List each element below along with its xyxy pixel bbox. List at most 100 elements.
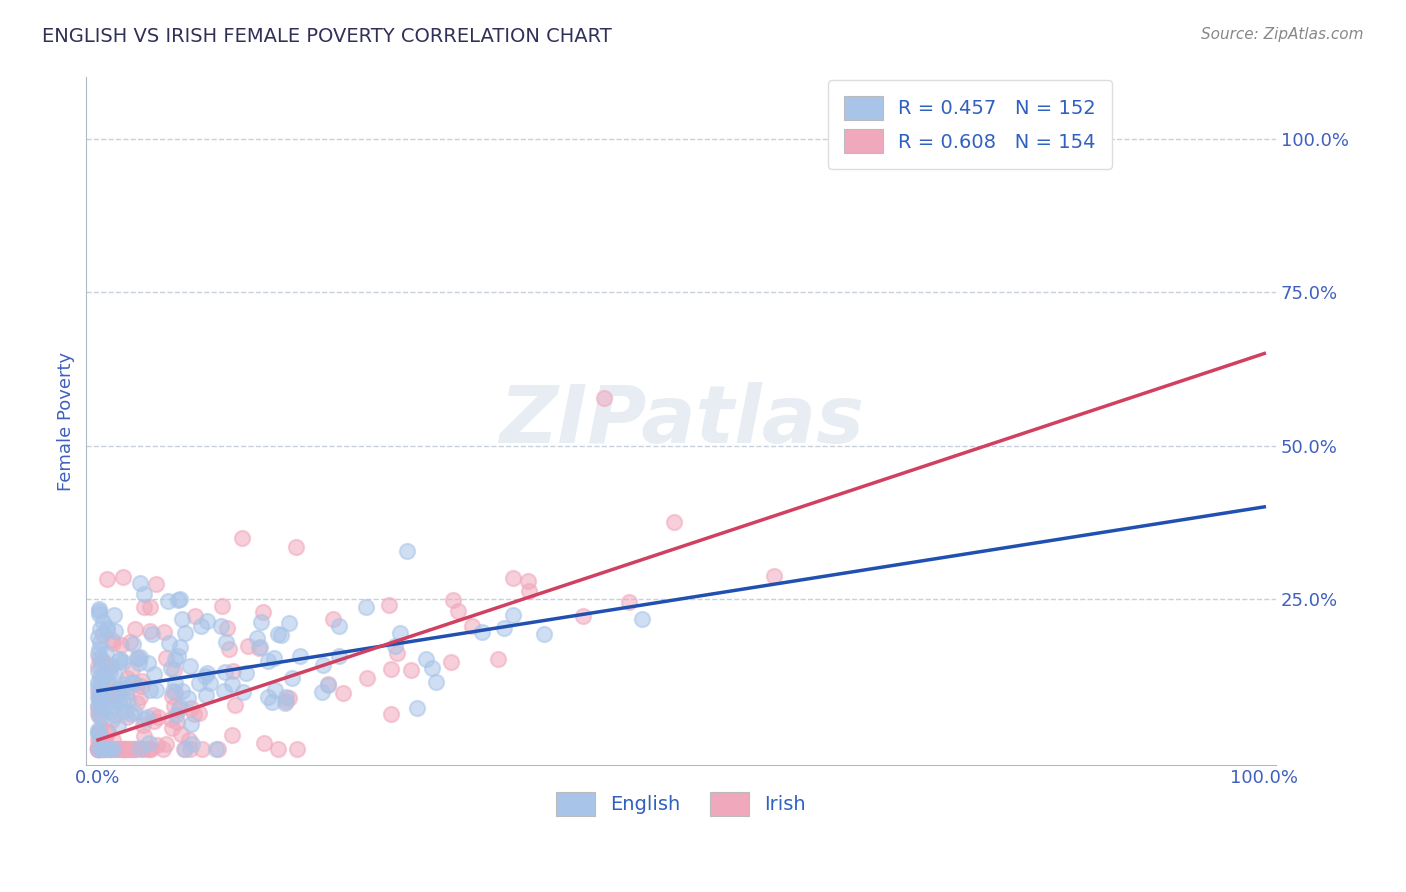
Point — [139, 599, 162, 614]
Point — [285, 742, 308, 756]
Point — [118, 742, 141, 756]
Point — [461, 619, 484, 633]
Point — [572, 608, 595, 623]
Point — [97, 683, 120, 698]
Point — [470, 624, 492, 639]
Point — [96, 647, 118, 661]
Point — [136, 742, 159, 756]
Point — [420, 661, 443, 675]
Point — [155, 737, 177, 751]
Point — [90, 709, 112, 723]
Point — [492, 621, 515, 635]
Point — [100, 687, 122, 701]
Point — [90, 689, 112, 703]
Point — [630, 612, 652, 626]
Point — [97, 673, 120, 688]
Point — [136, 657, 159, 671]
Point — [138, 742, 160, 756]
Point — [165, 652, 187, 666]
Point — [247, 641, 270, 656]
Point — [87, 741, 110, 756]
Point — [87, 742, 110, 756]
Point — [108, 652, 131, 666]
Point — [89, 622, 111, 636]
Point — [110, 639, 132, 653]
Point — [87, 675, 110, 690]
Point — [120, 634, 142, 648]
Point — [117, 742, 139, 756]
Point — [121, 674, 143, 689]
Point — [114, 704, 136, 718]
Point — [87, 604, 110, 618]
Point — [131, 674, 153, 689]
Point — [441, 593, 464, 607]
Point — [318, 677, 340, 691]
Point — [125, 650, 148, 665]
Point — [221, 728, 243, 742]
Point — [129, 576, 152, 591]
Point — [115, 671, 138, 685]
Point — [263, 651, 285, 665]
Point — [385, 646, 408, 660]
Point — [318, 678, 340, 692]
Point — [93, 742, 115, 756]
Point — [270, 628, 292, 642]
Point — [194, 688, 217, 702]
Point — [100, 742, 122, 756]
Point — [132, 587, 155, 601]
Point — [356, 671, 378, 685]
Point — [89, 723, 111, 737]
Point — [132, 717, 155, 731]
Point — [87, 727, 110, 741]
Point — [257, 690, 280, 705]
Point — [87, 706, 110, 720]
Point — [170, 726, 193, 740]
Text: ZIPatlas: ZIPatlas — [499, 382, 863, 460]
Point — [91, 688, 114, 702]
Point — [173, 742, 195, 756]
Point — [139, 683, 162, 698]
Point — [378, 599, 401, 613]
Point — [129, 742, 152, 756]
Point — [209, 619, 232, 633]
Text: ENGLISH VS IRISH FEMALE POVERTY CORRELATION CHART: ENGLISH VS IRISH FEMALE POVERTY CORRELAT… — [42, 27, 612, 45]
Point — [103, 607, 125, 622]
Point — [129, 740, 152, 755]
Point — [281, 671, 304, 685]
Point — [90, 742, 112, 756]
Point — [114, 742, 136, 756]
Point — [235, 665, 257, 680]
Point — [87, 698, 110, 713]
Point — [87, 723, 110, 737]
Point — [179, 717, 201, 731]
Point — [163, 663, 186, 677]
Point — [153, 624, 176, 639]
Point — [142, 714, 165, 729]
Point — [107, 683, 129, 698]
Point — [97, 725, 120, 739]
Point — [231, 531, 253, 545]
Point — [128, 657, 150, 671]
Point — [91, 692, 114, 706]
Point — [114, 681, 136, 695]
Point — [124, 622, 146, 636]
Point — [110, 683, 132, 698]
Point — [163, 676, 186, 690]
Point — [122, 675, 145, 690]
Point — [217, 621, 239, 635]
Point — [90, 657, 112, 672]
Point — [103, 635, 125, 649]
Point — [93, 657, 115, 671]
Point — [169, 640, 191, 654]
Point — [399, 663, 422, 677]
Point — [179, 742, 201, 756]
Point — [134, 729, 156, 743]
Point — [87, 690, 110, 704]
Point — [107, 682, 129, 697]
Point — [90, 698, 112, 712]
Point — [93, 700, 115, 714]
Point — [100, 658, 122, 673]
Point — [122, 705, 145, 719]
Point — [90, 689, 112, 703]
Point — [93, 735, 115, 749]
